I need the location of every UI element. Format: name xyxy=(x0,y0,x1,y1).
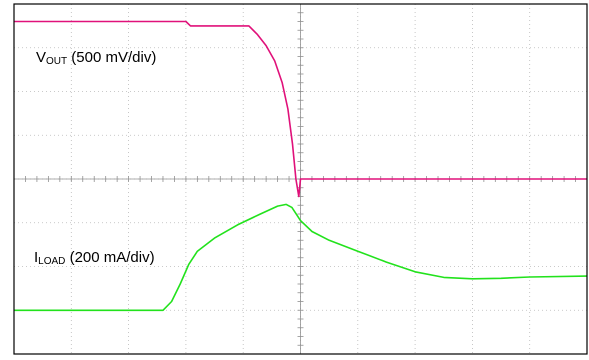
vout-label-scale: (500 mV/div) xyxy=(67,49,156,66)
vout-label: VOUT (500 mV/div) xyxy=(36,49,156,67)
vout-trace xyxy=(14,20,587,198)
iload-label: ILOAD (200 mA/div) xyxy=(34,249,155,267)
iload-label-subscript: LOAD xyxy=(38,256,65,267)
iload-label-scale: (200 mA/div) xyxy=(65,249,154,266)
iload-label-main: I xyxy=(34,249,38,266)
vout-label-subscript: OUT xyxy=(46,56,67,67)
iload-trace xyxy=(14,203,588,312)
traces xyxy=(14,20,588,312)
vout-label-main: V xyxy=(36,49,46,66)
plot-frame xyxy=(13,3,588,355)
